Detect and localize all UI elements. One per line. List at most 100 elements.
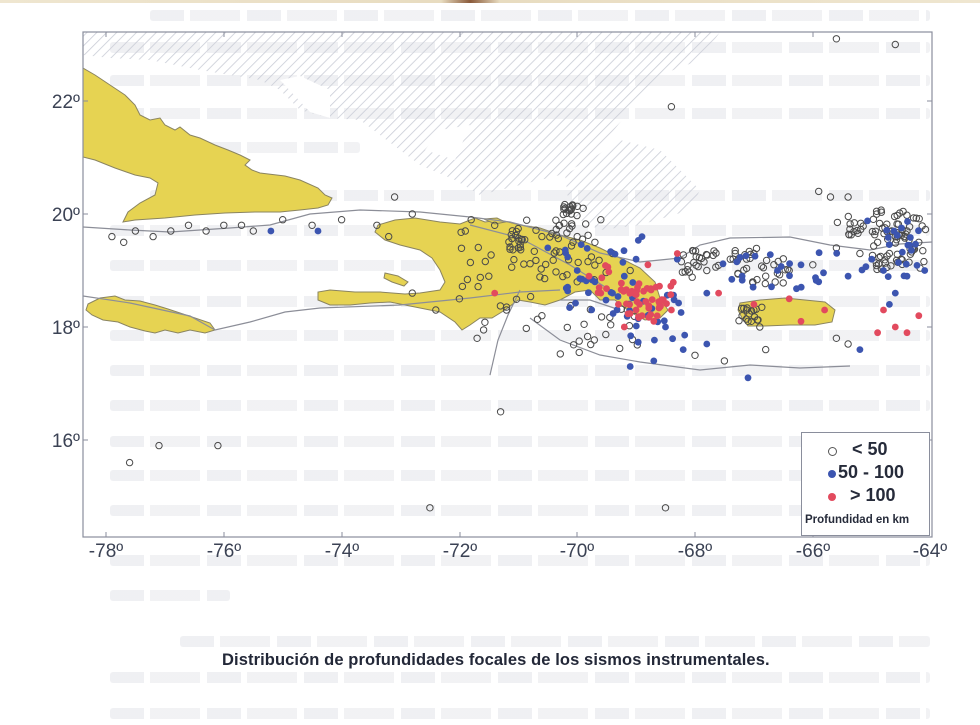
event-marker [585,272,593,280]
event-marker [759,264,768,272]
event-marker [635,314,643,321]
red-dot-icon [828,493,836,501]
land-gonave [383,272,409,287]
event-marker [750,301,758,308]
event-marker [618,279,625,287]
event-marker [846,220,854,228]
event-marker [574,258,582,267]
event-marker [900,272,908,280]
event-marker [572,299,579,307]
event-marker [703,289,711,297]
event-marker [752,244,761,253]
event-marker [895,259,902,266]
event-marker [583,332,592,341]
event-marker [491,221,499,230]
event-marker [871,227,880,236]
event-marker [856,346,864,353]
event-marker [786,272,793,280]
event-marker [653,312,661,320]
event-marker [833,218,842,227]
map-frame [82,31,933,538]
event-marker [408,210,416,218]
event-marker [552,216,560,224]
event-marker [719,260,727,268]
bahamas-platform-hatch [83,32,720,195]
event-marker [857,225,865,234]
event-marker [891,239,900,247]
event-marker [669,278,677,286]
event-marker [516,243,524,251]
event-marker [896,209,904,217]
event-marker [602,262,609,269]
event-marker [656,282,663,290]
event-marker [903,211,911,219]
event-marker [502,306,511,314]
event-marker [887,262,895,270]
event-marker [738,276,746,284]
event-marker [575,337,583,345]
event-marker [744,374,752,382]
event-marker [768,283,775,291]
event-marker [872,210,881,218]
legend: < 50 50 - 100 > 100 Profundidad en km [801,432,930,536]
event-marker [516,241,524,249]
event-marker [279,216,287,224]
event-marker [844,340,852,348]
event-marker [632,306,640,314]
event-marker [758,303,766,311]
event-marker [675,299,682,307]
event-marker [912,214,920,222]
event-marker [692,253,700,261]
event-marker [902,260,910,268]
x-tick-label: -68º [678,541,712,562]
event-marker [688,273,696,281]
event-marker [474,282,482,291]
event-marker [569,238,577,246]
event-marker [712,263,720,271]
deep-events [491,250,923,337]
event-marker [385,232,393,241]
event-marker [757,262,766,270]
event-marker [526,292,535,301]
event-marker [626,310,634,317]
event-marker [844,272,852,280]
event-marker [694,262,702,271]
event-marker [552,268,560,276]
x-tick-label: -74º [325,541,359,562]
event-marker [864,217,871,225]
event-marker [850,219,858,227]
x-tick-label: -64º [913,541,947,562]
event-marker [520,260,528,268]
event-marker [588,306,596,314]
event-marker [737,304,746,312]
y-tick-label: 18º [52,318,80,339]
event-marker [573,202,581,211]
event-marker [564,253,572,261]
event-marker [668,306,675,314]
event-marker [517,236,525,244]
event-marker [770,261,778,269]
event-marker [815,249,823,257]
shallow-events [108,35,930,512]
event-marker [907,234,914,241]
event-marker [502,303,511,311]
event-marker [580,320,588,328]
event-marker [584,257,592,266]
event-marker [458,282,467,291]
event-marker [898,224,905,232]
y-tick-label: 20º [52,205,80,226]
event-marker [681,268,689,276]
event-marker [673,255,681,263]
event-marker [560,205,568,214]
legend-title: Profundidad en km [805,514,910,526]
event-marker [607,248,614,256]
event-marker [742,252,750,260]
event-marker [673,250,681,257]
page-top-edge [0,0,980,3]
event-marker [634,338,642,346]
event-marker [479,326,488,334]
event-marker [202,227,210,235]
event-marker [564,287,572,295]
event-marker [552,247,560,255]
event-marker [561,200,569,209]
